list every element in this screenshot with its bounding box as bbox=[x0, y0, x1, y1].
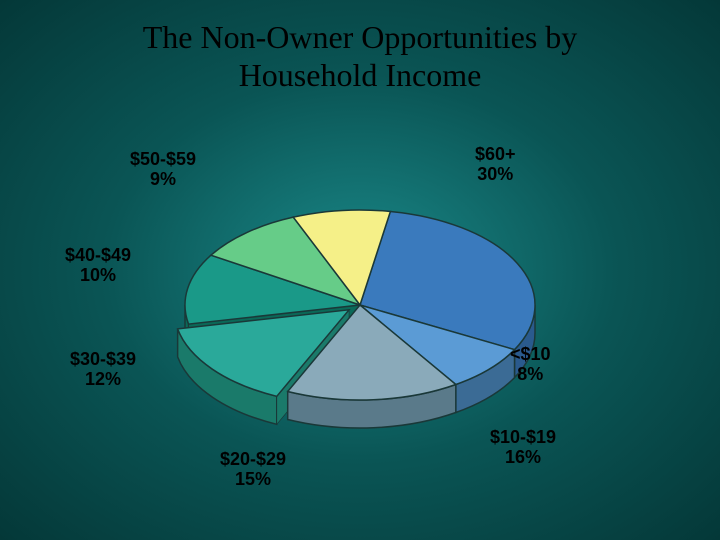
slice-label-pct: 16% bbox=[490, 448, 556, 468]
slice-label-range: $20-$29 bbox=[220, 450, 286, 470]
slice-label: $50-$599% bbox=[130, 150, 196, 190]
title-line-1: The Non-Owner Opportunities by bbox=[143, 19, 578, 55]
chart-title: The Non-Owner Opportunities by Household… bbox=[0, 0, 720, 95]
slice-label-range: <$10 bbox=[510, 345, 551, 365]
slice-label-range: $30-$39 bbox=[70, 350, 136, 370]
slice-label: $20-$2915% bbox=[220, 450, 286, 490]
slice-label: <$108% bbox=[510, 345, 551, 385]
slice-label-range: $50-$59 bbox=[130, 150, 196, 170]
slice-label-pct: 9% bbox=[130, 170, 196, 190]
slice-label-pct: 10% bbox=[65, 266, 131, 286]
slice-label-pct: 8% bbox=[510, 365, 551, 385]
slice-label: $40-$4910% bbox=[65, 246, 131, 286]
slice-label: $60+30% bbox=[475, 145, 516, 185]
slice-label-pct: 30% bbox=[475, 165, 516, 185]
slice-label: $30-$3912% bbox=[70, 350, 136, 390]
title-line-2: Household Income bbox=[239, 57, 482, 93]
slice-label: $10-$1916% bbox=[490, 428, 556, 468]
slice-label-pct: 12% bbox=[70, 370, 136, 390]
slice-label-pct: 15% bbox=[220, 470, 286, 490]
slice-label-range: $60+ bbox=[475, 145, 516, 165]
slice-label-range: $40-$49 bbox=[65, 246, 131, 266]
slice-label-range: $10-$19 bbox=[490, 428, 556, 448]
